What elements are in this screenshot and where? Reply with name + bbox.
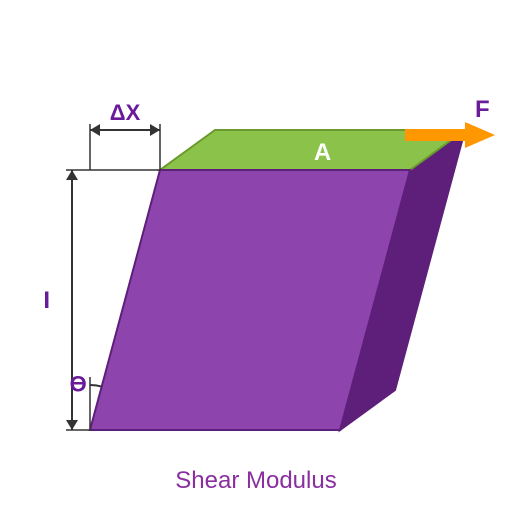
dx-arrow-left (90, 124, 100, 136)
force-label: F (475, 96, 490, 123)
area-label: A (314, 139, 331, 166)
diagram-title: Shear Modulus (175, 467, 336, 494)
height-label: I (43, 287, 50, 314)
height-arrow-top (66, 170, 78, 180)
angle-label: ϴ (70, 371, 87, 396)
dx-arrow-right (150, 124, 160, 136)
height-arrow-bottom (66, 420, 78, 430)
force-arrow-shaft (405, 129, 465, 141)
force-arrow-head (465, 122, 495, 148)
angle-arc (90, 385, 102, 387)
displacement-label: ΔX (110, 100, 141, 125)
